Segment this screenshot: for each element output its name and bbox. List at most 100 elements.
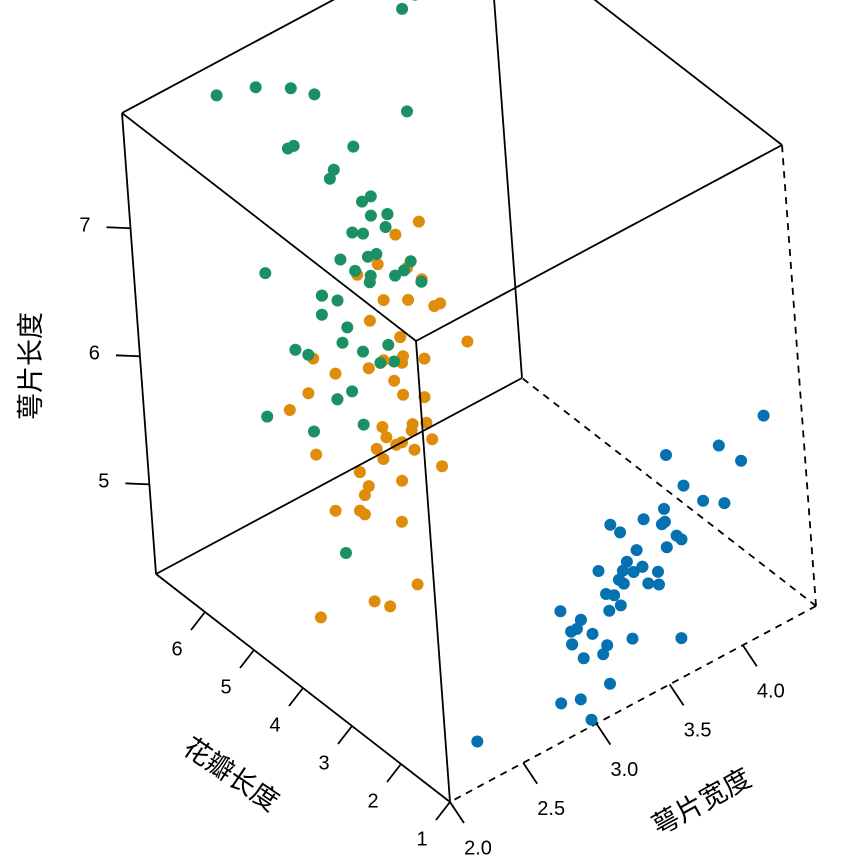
box-edge (121, 112, 157, 575)
data-point (289, 343, 302, 356)
data-point (471, 735, 484, 748)
data-point (412, 215, 425, 228)
box-edge (121, 0, 335, 114)
data-point (592, 565, 605, 577)
data-point (408, 443, 421, 456)
data-point (394, 331, 407, 344)
data-point (377, 453, 390, 465)
data-point (281, 142, 294, 155)
data-point (612, 573, 625, 586)
y-axis-title: 萼片宽度 (647, 763, 756, 842)
data-point (574, 613, 587, 626)
data-point (374, 356, 387, 369)
data-point (357, 345, 369, 358)
data-point (574, 693, 587, 706)
box-hidden-edges (449, 144, 817, 803)
data-point (353, 466, 366, 479)
data-point (314, 611, 327, 624)
data-point (411, 578, 424, 591)
data-point (389, 228, 402, 241)
data-point (735, 454, 748, 467)
data-point (384, 600, 397, 613)
x-axis-title: 花瓣长度 (177, 732, 284, 818)
y-tick-label: 3.5 (684, 720, 712, 742)
data-point (401, 105, 413, 118)
data-point (323, 172, 336, 185)
data-point (554, 605, 567, 618)
data-point (349, 264, 362, 277)
data-point (426, 433, 439, 446)
data-point (565, 625, 578, 638)
data-point (364, 209, 377, 222)
data-point (395, 515, 408, 528)
data-point (597, 648, 610, 661)
data-point (346, 226, 359, 239)
x-tick-label: 4 (269, 714, 280, 736)
z-tick-label: 6 (89, 343, 100, 365)
data-point (370, 442, 383, 455)
z-tick-label: 7 (79, 215, 90, 237)
data-point (302, 348, 315, 361)
data-point (757, 409, 770, 422)
data-point (364, 269, 377, 282)
data-point (626, 632, 639, 645)
data-point (658, 502, 670, 515)
box-edge-hidden (449, 605, 817, 803)
data-point (388, 374, 401, 387)
data-point (382, 338, 395, 351)
y-tick (449, 801, 465, 824)
data-point (428, 300, 441, 312)
data-point (210, 89, 223, 102)
data-point (354, 504, 366, 517)
data-point (604, 677, 616, 690)
data-point (601, 639, 614, 652)
data-point (660, 449, 672, 461)
box-edge (415, 144, 783, 342)
data-point (329, 367, 342, 380)
data-point (586, 627, 599, 640)
data-point (381, 208, 394, 221)
y-tick (595, 723, 612, 746)
data-point (555, 697, 568, 710)
data-point (670, 529, 683, 542)
data-point (642, 577, 655, 590)
data-point (362, 480, 375, 493)
data-point (566, 638, 579, 651)
data-point (604, 518, 617, 531)
data-point (415, 275, 428, 288)
data-point (712, 439, 725, 452)
data-point (718, 497, 731, 510)
data-point (577, 652, 590, 665)
data-point (396, 2, 409, 15)
box-edge-hidden (521, 377, 817, 607)
data-point (396, 474, 409, 487)
data-point (310, 448, 323, 461)
data-point (677, 479, 690, 492)
data-point (357, 418, 370, 431)
data-point (404, 255, 417, 268)
data-point (436, 460, 449, 473)
box-edge-hidden (781, 144, 817, 607)
data-point (389, 269, 402, 282)
axis-titles: 萼片长度 花瓣长度 萼片宽度 (16, 312, 757, 842)
data-points (210, 0, 770, 748)
y-tick (522, 762, 538, 785)
data-point (327, 163, 340, 176)
data-point (283, 404, 296, 416)
data-point (261, 410, 274, 423)
data-point (397, 350, 409, 363)
data-point (418, 352, 431, 365)
data-point (308, 425, 320, 438)
x-tick (239, 649, 255, 669)
data-point (331, 393, 344, 406)
data-point (653, 578, 665, 591)
data-point (329, 504, 342, 517)
z-axis-title: 萼片长度 (16, 312, 47, 420)
data-point (614, 599, 627, 612)
data-point (600, 588, 613, 600)
box-edge (155, 377, 523, 575)
y-tick (742, 644, 758, 667)
data-point (364, 190, 377, 203)
box-edge (593, 0, 783, 146)
